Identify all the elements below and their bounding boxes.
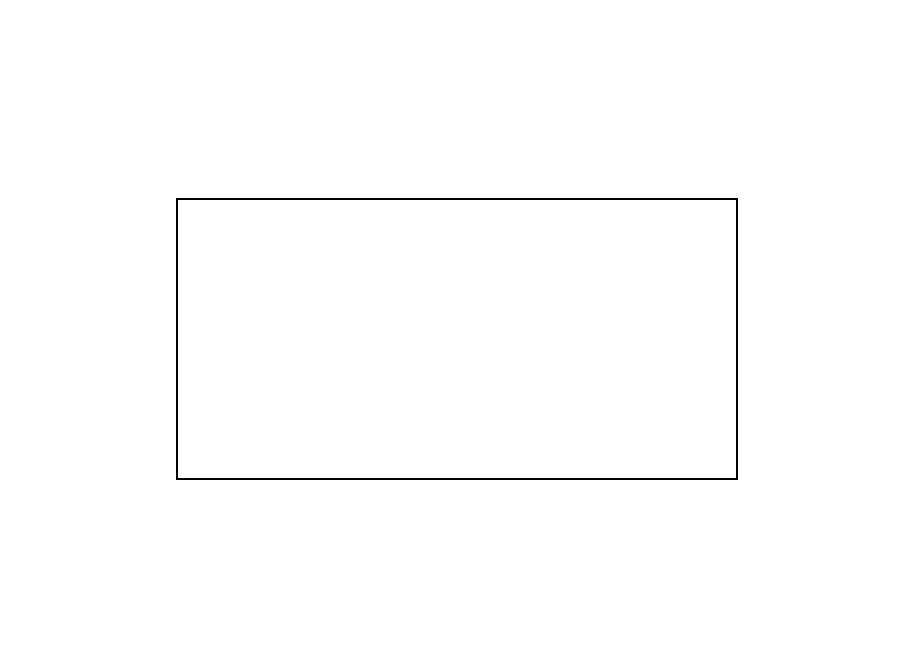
heatmap-canvas	[178, 200, 736, 478]
plot-frame	[176, 198, 738, 480]
